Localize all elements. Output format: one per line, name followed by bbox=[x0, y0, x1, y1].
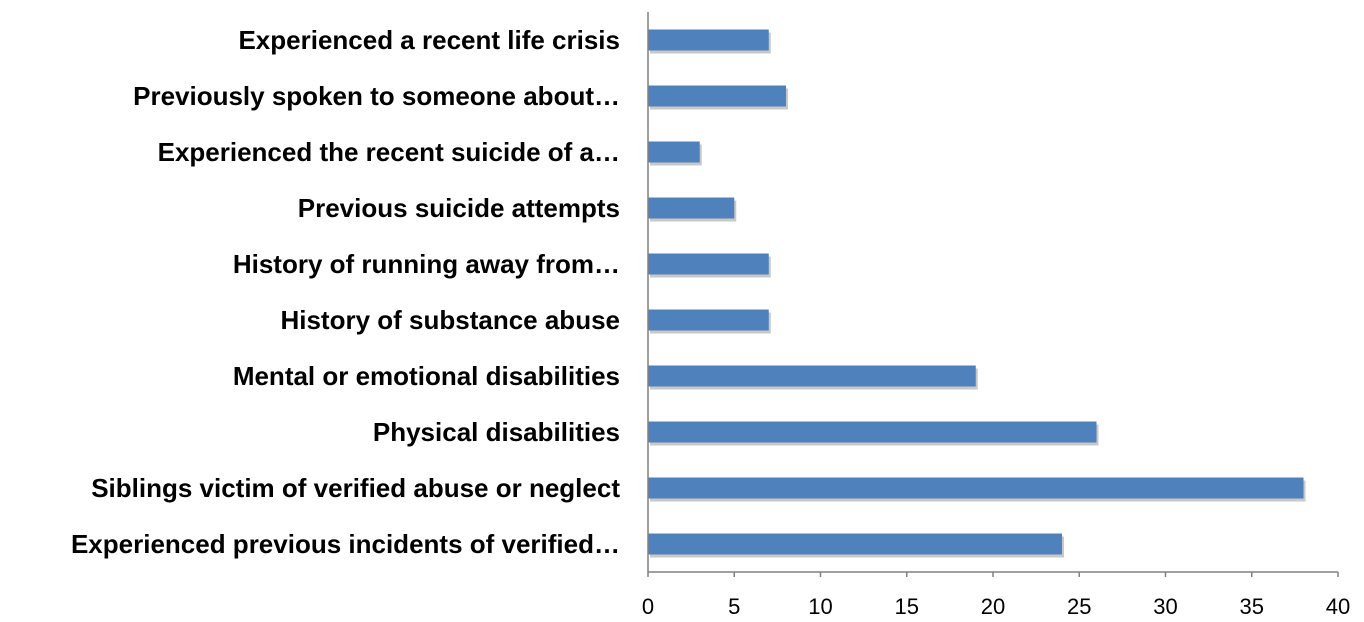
bar bbox=[648, 85, 786, 107]
x-tick-label: 0 bbox=[642, 594, 654, 619]
x-tick-label: 5 bbox=[728, 594, 740, 619]
x-tick-label: 35 bbox=[1240, 594, 1264, 619]
bar bbox=[648, 253, 769, 275]
bar bbox=[648, 197, 735, 219]
category-label: Previous suicide attempts bbox=[298, 193, 620, 223]
category-label: History of substance abuse bbox=[280, 305, 620, 335]
bar bbox=[648, 141, 700, 163]
category-label: Previously spoken to someone about… bbox=[133, 81, 620, 111]
x-tick-label: 30 bbox=[1153, 594, 1177, 619]
x-tick-label: 20 bbox=[981, 594, 1005, 619]
x-tick-labels: 0 5 10 15 20 25 30 35 40 bbox=[642, 594, 1350, 619]
x-tick-marks bbox=[647, 572, 1339, 577]
x-tick-label: 40 bbox=[1326, 594, 1350, 619]
bar bbox=[648, 29, 769, 51]
x-tick-label: 15 bbox=[895, 594, 919, 619]
bars-group bbox=[648, 29, 1306, 558]
category-label: Mental or emotional disabilities bbox=[233, 361, 620, 391]
bar bbox=[648, 309, 769, 331]
x-tick-label: 25 bbox=[1067, 594, 1091, 619]
category-label: Experienced a recent life crisis bbox=[238, 25, 620, 55]
bar bbox=[648, 477, 1304, 499]
category-labels: Experienced a recent life crisis Previous… bbox=[71, 25, 620, 559]
bar bbox=[648, 365, 976, 387]
category-label: History of running away from… bbox=[233, 249, 620, 279]
bar bbox=[648, 421, 1097, 443]
category-label: Experienced previous incidents of verifi… bbox=[71, 529, 620, 559]
category-label: Physical disabilities bbox=[373, 417, 620, 447]
category-label: Siblings victim of verified abuse or neg… bbox=[91, 473, 620, 503]
x-tick-label: 10 bbox=[808, 594, 832, 619]
bar bbox=[648, 533, 1062, 555]
category-label: Experienced the recent suicide of a… bbox=[158, 137, 620, 167]
